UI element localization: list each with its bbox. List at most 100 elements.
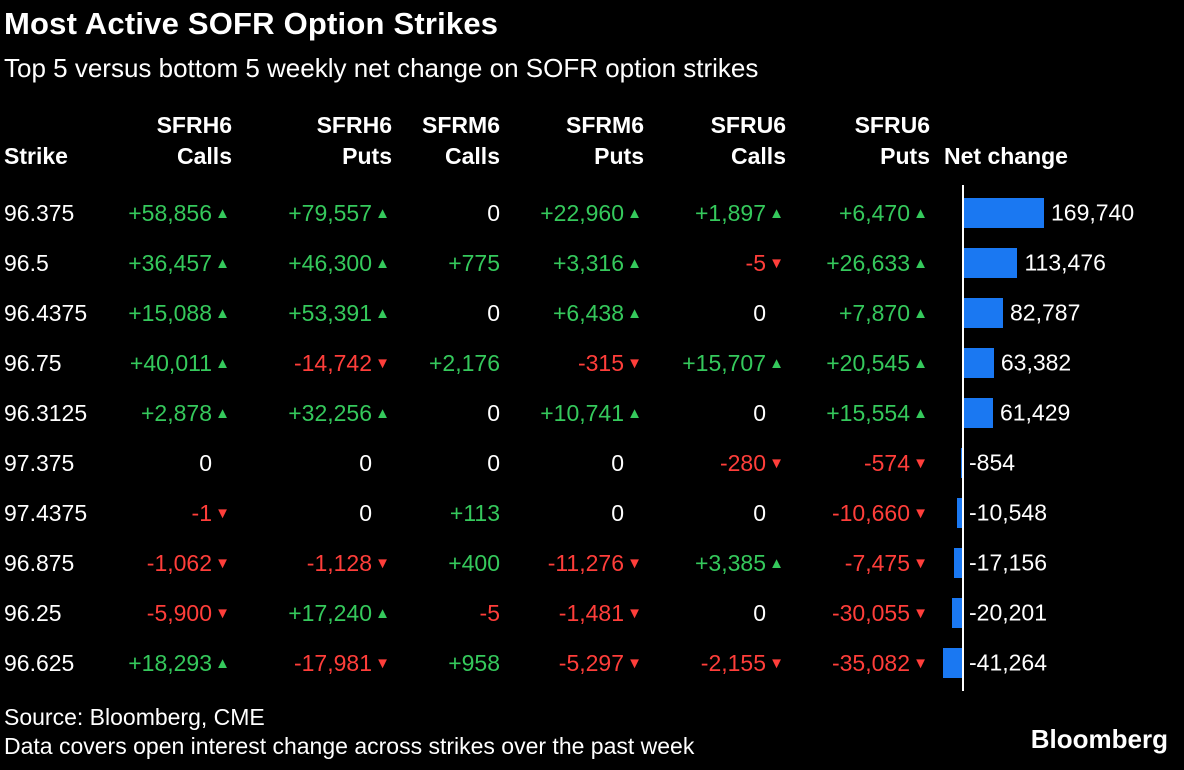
value-cell: +1,897 ▲ (644, 200, 786, 227)
value-cell: 0 (392, 300, 500, 327)
up-triangle-icon: ▲ (627, 254, 642, 272)
net-change-value: 63,382 (1000, 349, 1072, 376)
cell-value: +3,316 (553, 249, 624, 276)
up-triangle-icon: ▲ (913, 204, 928, 222)
value-cell: -1 ▼ (100, 500, 232, 527)
cell-value: -5,900 (146, 599, 212, 626)
net-change-value: 61,429 (999, 399, 1071, 426)
cell-value: -1,062 (146, 549, 212, 576)
cell-value: 0 (359, 449, 372, 476)
cell-value: +3,385 (695, 549, 766, 576)
net-change-cell: -10,548 (930, 488, 1180, 538)
footer: Source: Bloomberg, CME Data covers open … (4, 703, 694, 761)
note-text: Data covers open interest change across … (4, 733, 695, 759)
value-cell: +6,438 ▲ (500, 300, 644, 327)
value-cell: +53,391 ▲ (232, 300, 392, 327)
net-change-value: -41,264 (969, 649, 1048, 676)
column-header-sfrm6-calls: SFRM6 Calls (392, 110, 500, 172)
value-cell: -5 ▼ (644, 250, 786, 277)
down-triangle-icon: ▼ (627, 604, 642, 622)
value-cell: +2,176 (392, 350, 500, 377)
cell-value: -5 (745, 249, 766, 276)
down-triangle-icon: ▼ (913, 654, 928, 672)
cell-value: +6,470 (839, 199, 910, 226)
value-cell: +15,707 ▲ (644, 350, 786, 377)
cell-value: -1 (191, 499, 212, 526)
cell-value: +53,391 (288, 299, 372, 326)
strike-value: 97.4375 (4, 499, 88, 526)
column-header-sfru6-calls: SFRU6 Calls (644, 110, 786, 172)
strike-value: 96.875 (4, 549, 75, 576)
header-line: Strike (4, 143, 68, 169)
up-triangle-icon: ▲ (769, 354, 784, 372)
source-text: Source: Bloomberg, CME (4, 704, 265, 730)
down-triangle-icon: ▼ (913, 604, 928, 622)
cell-value: 0 (487, 199, 500, 226)
cell-value: +36,457 (128, 249, 212, 276)
header-line: SFRU6 (854, 112, 930, 138)
net-change-value: -20,201 (969, 599, 1048, 626)
column-header-sfrh6-calls: SFRH6 Calls (100, 110, 232, 172)
value-cell: 0 (392, 400, 500, 427)
cell-value: -35,082 (831, 649, 910, 676)
net-change-bar (964, 348, 994, 378)
net-change-bar (957, 498, 962, 528)
cell-value: +7,870 (839, 299, 910, 326)
strike-value: 96.25 (4, 599, 62, 626)
up-triangle-icon: ▲ (215, 304, 230, 322)
cell-value: +22,960 (540, 199, 624, 226)
cell-value: -2,155 (700, 649, 766, 676)
value-cell: -14,742 ▼ (232, 350, 392, 377)
cell-value: 0 (487, 449, 500, 476)
value-cell: -1,481 ▼ (500, 600, 644, 627)
value-cell: +79,557 ▲ (232, 200, 392, 227)
cell-value: -574 (863, 449, 910, 476)
up-triangle-icon: ▲ (215, 354, 230, 372)
cell-value: +958 (448, 649, 500, 676)
cell-value: -1,481 (558, 599, 624, 626)
value-cell: -11,276 ▼ (500, 550, 644, 577)
down-triangle-icon: ▼ (627, 354, 642, 372)
header-line: Calls (445, 143, 500, 169)
up-triangle-icon: ▲ (769, 204, 784, 222)
net-change-cell: 113,476 (930, 238, 1180, 288)
value-cell: 0 (392, 200, 500, 227)
cell-value: +18,293 (128, 649, 212, 676)
net-change-cell: 61,429 (930, 388, 1180, 438)
value-cell: -35,082 ▼ (786, 650, 930, 677)
strike-value: 97.375 (4, 449, 75, 476)
cell-value: +113 (449, 499, 500, 526)
value-cell: 0 (500, 500, 644, 527)
header-line: Puts (594, 143, 644, 169)
value-cell: 0 (500, 450, 644, 477)
up-triangle-icon: ▲ (215, 254, 230, 272)
up-triangle-icon: ▲ (913, 304, 928, 322)
header-line: Calls (177, 143, 232, 169)
up-triangle-icon: ▲ (375, 254, 390, 272)
cell-value: +26,633 (826, 249, 910, 276)
cell-value: +40,011 (129, 349, 212, 376)
net-change-cell: 82,787 (930, 288, 1180, 338)
value-cell: 0 (644, 600, 786, 627)
strike-value: 96.3125 (4, 399, 88, 426)
net-change-bar (964, 198, 1044, 228)
cell-value: -30,055 (831, 599, 910, 626)
up-triangle-icon: ▲ (375, 604, 390, 622)
net-change-bar (964, 298, 1004, 328)
table-row: 96.5 +36,457 ▲ +46,300 ▲ +775 +3,316 ▲ -5 ▼ +26,63… (4, 238, 1180, 288)
down-triangle-icon: ▼ (627, 554, 642, 572)
down-triangle-icon: ▼ (769, 254, 784, 272)
cell-value: -7,475 (844, 549, 910, 576)
up-triangle-icon: ▲ (375, 404, 390, 422)
value-cell: +15,088 ▲ (100, 300, 232, 327)
cell-value: +1,897 (695, 199, 766, 226)
down-triangle-icon: ▼ (627, 654, 642, 672)
column-header-strike: Strike (4, 110, 100, 172)
table-row: 96.875 -1,062 ▼ -1,128 ▼ +400 -11,276 ▼ +3,385 ▲ -… (4, 538, 1180, 588)
down-triangle-icon: ▼ (375, 354, 390, 372)
value-cell: -30,055 ▼ (786, 600, 930, 627)
value-cell: 0 (644, 500, 786, 527)
cell-value: -10,660 (831, 499, 910, 526)
net-change-value: -10,548 (969, 499, 1048, 526)
value-cell: 0 (232, 450, 392, 477)
